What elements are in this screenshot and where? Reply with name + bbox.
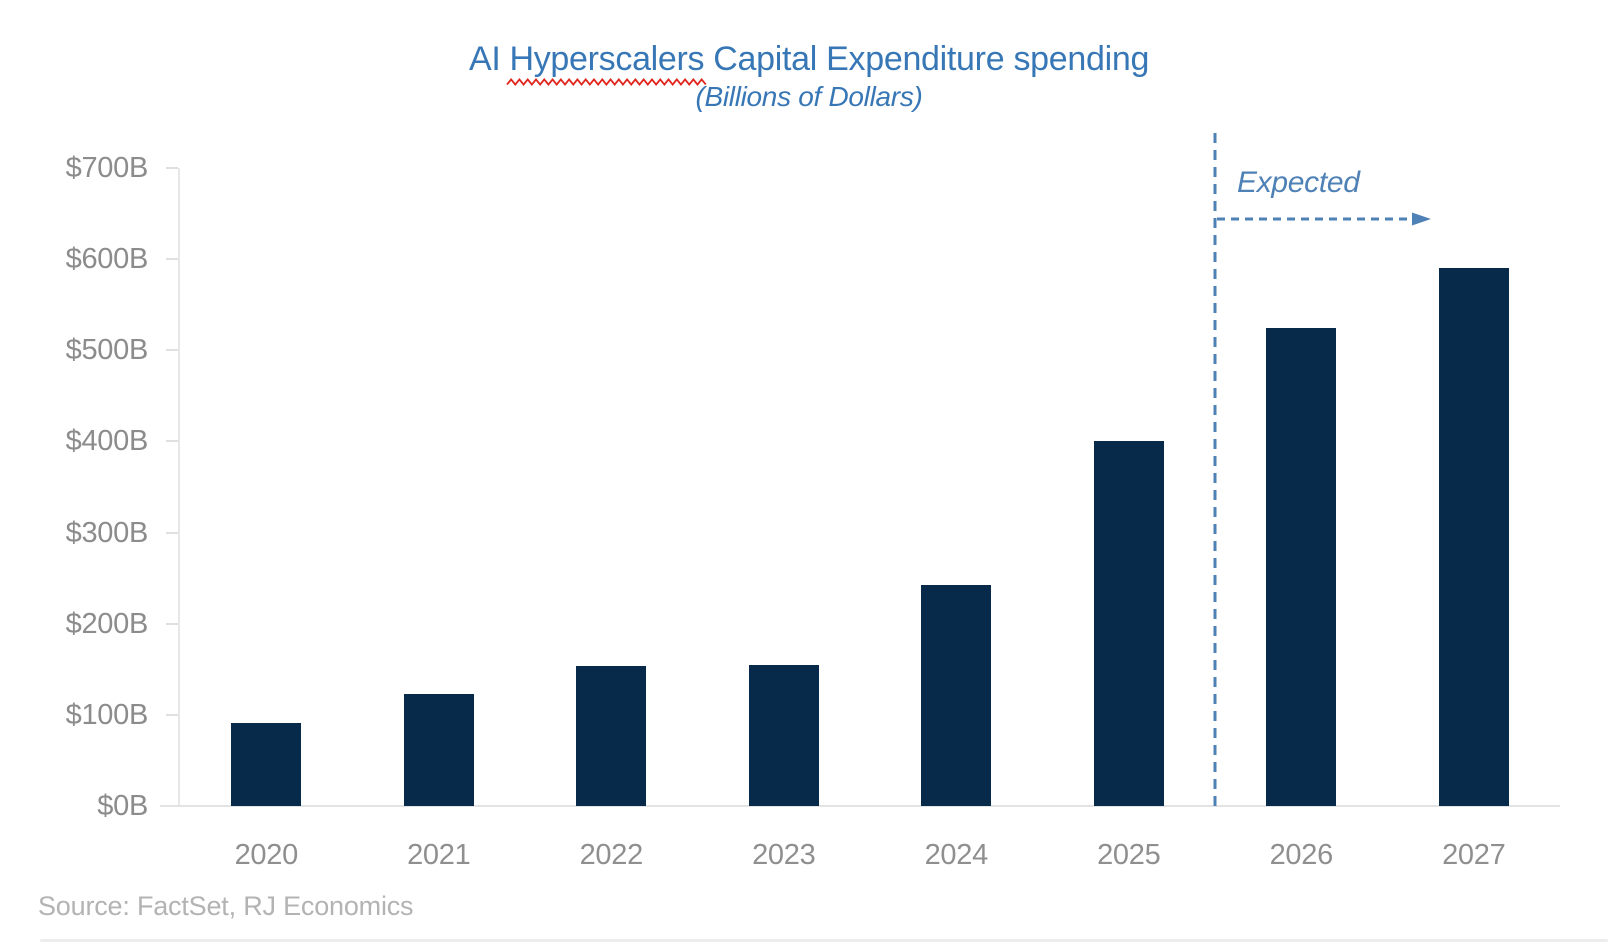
slide-bottom-border (40, 939, 1608, 942)
bar-2027 (1438, 268, 1509, 806)
chart-title-misspelled-word: Hyperscalers (506, 40, 707, 86)
spellcheck-squiggle-underline (506, 78, 707, 86)
x-axis-label-2024: 2024 (924, 839, 989, 871)
y-axis-tick-label: $200B (65, 607, 149, 640)
y-axis-tick (166, 713, 178, 716)
x-axis-label-2020: 2020 (234, 839, 299, 871)
y-axis-tick-label: $600B (65, 243, 149, 276)
y-axis-tick (166, 258, 178, 261)
chart-title: AI Hyperscalers Capital Expenditure spendi… (0, 40, 1618, 86)
x-axis-label-2023: 2023 (752, 839, 816, 871)
y-axis-tick-label: $700B (65, 152, 149, 184)
bar-2025 (1093, 441, 1164, 806)
chart-title-prefix: AI (468, 40, 501, 78)
x-axis-label-2022: 2022 (579, 839, 644, 871)
bar-2021 (403, 693, 474, 806)
y-axis-tick (166, 167, 178, 169)
squiggle-path (506, 78, 707, 86)
bar-2022 (576, 665, 647, 806)
x-axis-label-2021: 2021 (407, 839, 471, 871)
bar-2023 (748, 664, 819, 806)
y-axis-tick (166, 531, 178, 534)
y-axis-tick-label: $400B (65, 425, 149, 458)
chart-title-suffix: Capital Expenditure spending (713, 40, 1150, 78)
y-axis-line (178, 168, 180, 806)
y-axis-tick (166, 349, 178, 352)
chart-header: AI Hyperscalers Capital Expenditure spendi… (0, 40, 1618, 114)
y-axis-tick-label: $0B (97, 790, 148, 822)
x-axis-label-2025: 2025 (1097, 839, 1161, 871)
y-axis-tick (166, 622, 178, 625)
y-axis-tick (166, 440, 178, 443)
chart-subtitle: (Billions of Dollars) (695, 81, 923, 112)
x-axis-baseline (160, 805, 1560, 807)
y-axis-tick-label: $300B (65, 516, 149, 549)
y-axis-tick-label: $100B (65, 698, 149, 731)
source-note: Source: FactSet, RJ Economics (38, 891, 414, 921)
bar-2024 (921, 585, 992, 806)
x-axis-label-2027: 2027 (1442, 839, 1506, 871)
x-axis-label-2026: 2026 (1269, 839, 1334, 871)
bar-2020 (231, 723, 302, 806)
expected-label: Expected (1237, 166, 1360, 199)
y-axis-tick-label: $500B (65, 334, 149, 367)
bar-2026 (1266, 327, 1337, 806)
expected-arrowhead (1412, 212, 1431, 226)
